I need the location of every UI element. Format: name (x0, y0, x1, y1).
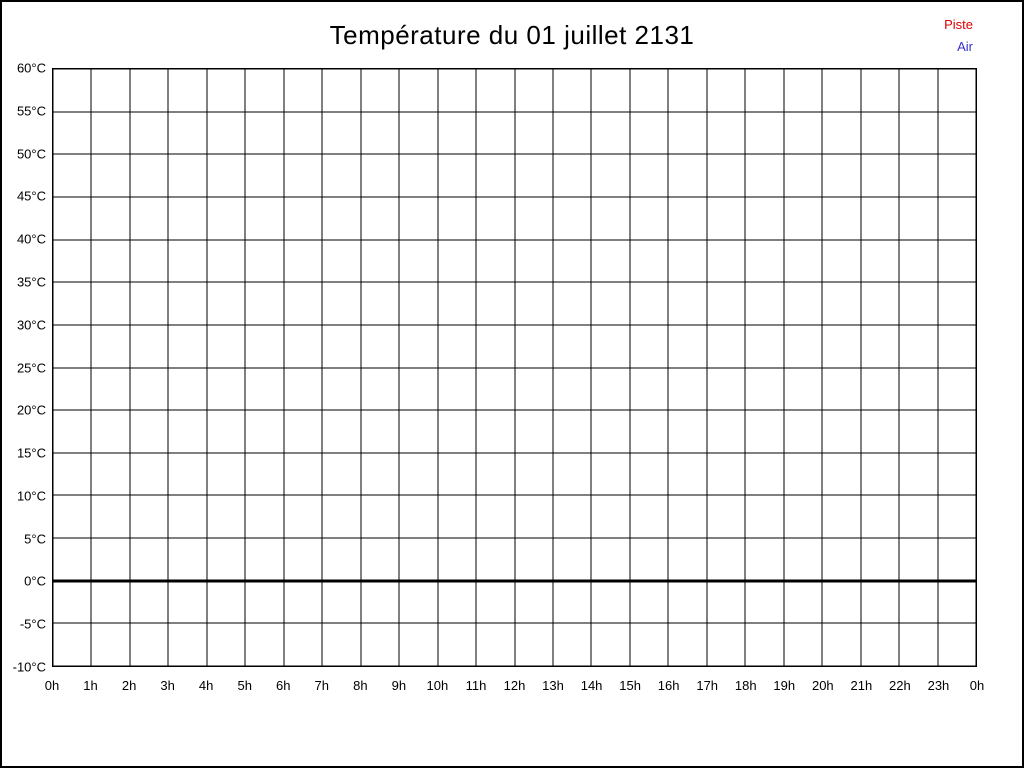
y-axis-labels: 60°C 55°C 50°C 45°C 40°C 35°C 30°C 25°C 20°C 15°C… (2, 61, 46, 675)
x-tick-label: 21h (850, 678, 873, 693)
v-gridline (129, 69, 131, 666)
x-tick-label: 3h (160, 678, 175, 693)
x-tick-label: 20h (811, 678, 834, 693)
x-tick-label: 9h (391, 678, 407, 693)
x-axis-labels: 0h 1h 2h 3h 4h 5h 6h 7h 8h 9h 10h 11h 12h 13h 14h 15h 16… (45, 678, 984, 696)
x-tick-label: 22h (889, 678, 911, 693)
x-tick-label: 7h (314, 678, 330, 693)
legend-item-air: Air (957, 39, 973, 54)
x-tick-label: 5h (237, 678, 252, 693)
y-tick-label: 60°C (16, 60, 46, 76)
v-gridline (590, 69, 592, 666)
v-gridline (706, 69, 708, 666)
x-tick-label: 17h (696, 678, 719, 693)
x-tick-label: 19h (773, 678, 796, 693)
x-tick-label: 0h (44, 678, 60, 693)
y-tick-label: 35°C (16, 274, 46, 290)
v-gridline (514, 69, 515, 666)
v-gridline (206, 69, 208, 666)
v-gridline (437, 69, 439, 666)
y-tick-label: 55°C (16, 103, 46, 119)
v-gridline (629, 69, 631, 666)
x-tick-label: 1h (83, 678, 98, 693)
y-tick-label: 30°C (16, 317, 46, 333)
x-tick-label: 23h (927, 678, 950, 693)
x-tick-label: 16h (657, 678, 680, 693)
y-tick-label: -10°C (12, 659, 46, 675)
legend-item-piste: Piste (944, 17, 973, 32)
v-gridline (860, 69, 862, 666)
plot-area (52, 68, 977, 667)
y-tick-label: 40°C (16, 231, 46, 247)
x-tick-label: 11h (465, 678, 487, 693)
v-gridline (360, 69, 362, 666)
x-tick-label: 15h (619, 678, 641, 693)
chart-title: Température du 01 juillet 2131 (329, 20, 695, 50)
x-tick-label: 8h (353, 678, 368, 693)
v-gridline (744, 69, 746, 666)
y-tick-label: 5°C (24, 531, 46, 547)
x-tick-label: 12h (503, 678, 526, 693)
y-tick-label: 25°C (16, 360, 46, 375)
v-gridline (475, 69, 477, 666)
x-tick-label: 0h (969, 678, 985, 693)
legend: Piste Air (944, 14, 973, 58)
v-gridline (821, 69, 823, 666)
x-tick-label: 6h (276, 678, 291, 693)
y-tick-label: 50°C (16, 146, 46, 162)
v-gridline (321, 69, 323, 666)
x-tick-label: 4h (198, 678, 214, 693)
y-tick-label: -5°C (19, 616, 46, 632)
y-tick-label: 20°C (16, 402, 46, 418)
v-gridline (667, 69, 669, 666)
v-gridline (898, 69, 900, 666)
x-tick-label: 18h (734, 678, 757, 693)
x-tick-label: 14h (580, 678, 603, 693)
v-gridline (90, 69, 92, 666)
v-gridline (283, 69, 285, 666)
v-gridline (783, 69, 785, 666)
y-tick-label: 15°C (16, 445, 46, 461)
v-gridline (975, 69, 977, 666)
v-gridline (552, 69, 554, 666)
v-gridline (937, 69, 939, 666)
v-gridline (398, 69, 400, 666)
x-tick-label: 2h (121, 678, 137, 693)
v-gridline (244, 69, 246, 666)
x-tick-label: 10h (426, 678, 449, 693)
h-gridline (53, 665, 976, 667)
y-tick-label: 10°C (16, 488, 46, 504)
y-tick-label: 0°C (24, 573, 46, 589)
v-gridline (167, 69, 169, 666)
y-tick-label: 45°C (16, 188, 46, 204)
x-tick-label: 13h (542, 678, 564, 693)
v-gridline (52, 69, 54, 666)
